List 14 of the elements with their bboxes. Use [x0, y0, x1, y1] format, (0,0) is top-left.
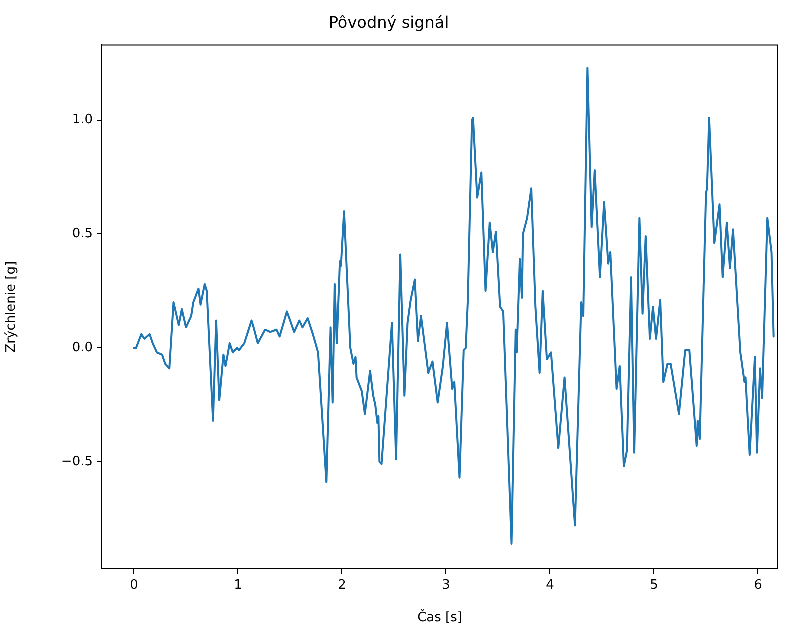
y-tick-label: 0.5: [72, 226, 93, 242]
y-tick-label: −0.5: [61, 454, 93, 470]
x-tick-label: 6: [754, 578, 762, 594]
y-tick-label: 1.0: [72, 112, 93, 128]
x-axis-title: Čas [s]: [418, 608, 462, 626]
y-axis-title: Zrýchlenie [g]: [4, 261, 20, 353]
x-tick-label: 3: [442, 578, 450, 594]
x-tick-label: 5: [650, 578, 658, 594]
y-tick-label: 0.0: [72, 340, 93, 356]
x-tick-label: 1: [234, 578, 242, 594]
x-tick-label: 2: [338, 578, 346, 594]
x-tick-label: 0: [130, 578, 138, 594]
chart-title: Pôvodný signál: [328, 12, 450, 32]
x-tick-label: 4: [546, 578, 554, 594]
